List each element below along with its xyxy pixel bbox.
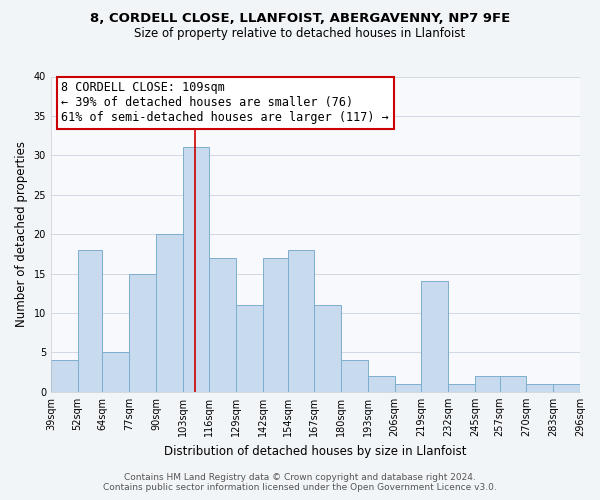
Bar	[395, 384, 421, 392]
Bar	[209, 258, 236, 392]
Text: 8 CORDELL CLOSE: 109sqm
← 39% of detached houses are smaller (76)
61% of semi-de: 8 CORDELL CLOSE: 109sqm ← 39% of detache…	[61, 81, 389, 124]
Text: Contains HM Land Registry data © Crown copyright and database right 2024.
Contai: Contains HM Land Registry data © Crown c…	[103, 473, 497, 492]
Bar	[448, 384, 475, 392]
Bar	[156, 234, 182, 392]
Bar	[182, 148, 209, 392]
Bar	[287, 250, 314, 392]
Bar	[553, 384, 580, 392]
Bar	[500, 376, 526, 392]
Y-axis label: Number of detached properties: Number of detached properties	[15, 141, 28, 327]
Text: 8, CORDELL CLOSE, LLANFOIST, ABERGAVENNY, NP7 9FE: 8, CORDELL CLOSE, LLANFOIST, ABERGAVENNY…	[90, 12, 510, 26]
Bar	[368, 376, 395, 392]
Bar	[314, 305, 341, 392]
Bar	[526, 384, 553, 392]
Bar	[236, 305, 263, 392]
X-axis label: Distribution of detached houses by size in Llanfoist: Distribution of detached houses by size …	[164, 444, 467, 458]
Bar	[129, 274, 156, 392]
Bar	[51, 360, 77, 392]
Bar	[341, 360, 368, 392]
Text: Size of property relative to detached houses in Llanfoist: Size of property relative to detached ho…	[134, 28, 466, 40]
Bar	[421, 282, 448, 392]
Bar	[103, 352, 129, 392]
Bar	[475, 376, 500, 392]
Bar	[77, 250, 103, 392]
Bar	[263, 258, 287, 392]
